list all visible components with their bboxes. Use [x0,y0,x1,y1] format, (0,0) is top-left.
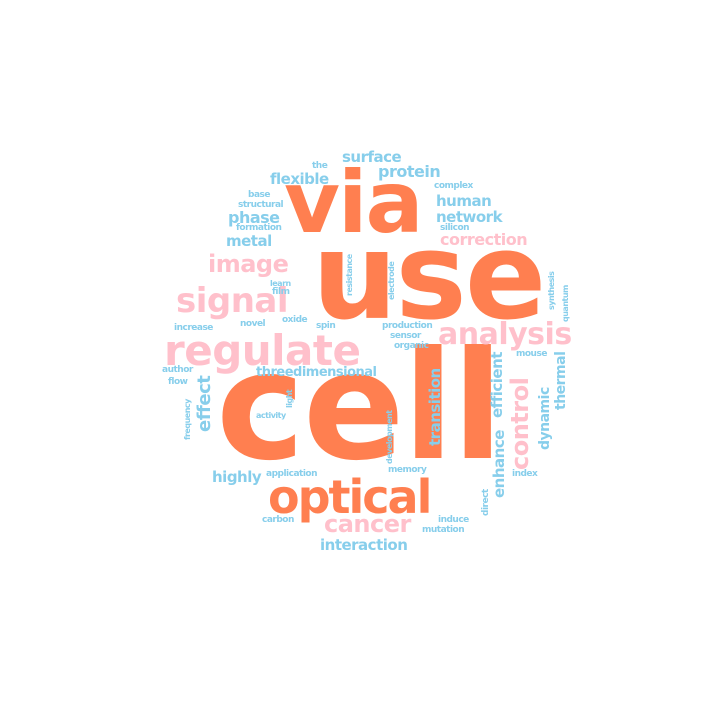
word-formation: formation [236,223,282,233]
word-frequency: frequency [183,399,192,440]
word-quantum: quantum [561,285,570,322]
word-efficient: efficient [488,352,506,418]
word-highly: highly [212,468,262,486]
word-synthesis: synthesis [547,271,556,310]
word-increase: increase [174,323,213,333]
word-film: film [272,287,290,297]
word-base: base [248,190,270,200]
word-interaction: interaction [320,536,408,554]
word-flow: flow [168,377,188,387]
word-human: human [436,192,492,210]
word-sensor: sensor [390,331,421,341]
word-spin: spin [316,321,336,331]
word-threedimensional: threedimensional [256,365,377,380]
word-index: index [512,469,538,479]
word-cell: cell [216,320,503,494]
word-learn: learn [270,279,291,288]
word-resistance: resistance [345,254,354,296]
word-oxide: oxide [282,315,308,325]
word-effect: effect [194,375,215,432]
word-development: development [385,410,394,464]
word-analysis: analysis [438,317,572,352]
word-protein: protein [378,162,441,181]
word-activity: activity [256,411,286,420]
word-complex: complex [434,181,473,191]
word-application: application [266,469,318,479]
word-carbon: carbon [262,515,294,525]
word-use: use [312,208,546,347]
word-image: image [208,250,289,278]
word-organic: organic [394,341,429,351]
word-author: author [162,365,193,375]
word-flexible: flexible [270,170,329,188]
word-metal: metal [226,232,272,250]
word-induce: induce [438,515,469,525]
word-structural: structural [238,200,284,210]
word-the: the [312,161,328,171]
word-phase: phase [228,208,280,227]
word-surface: surface [342,148,402,166]
word-transition: transition [426,368,444,446]
word-cancer: cancer [324,510,411,538]
word-enhance: enhance [490,430,508,498]
word-network: network [436,208,503,226]
word-direct: direct [481,489,491,516]
word-novel: novel [240,319,266,329]
word-optical: optical [268,470,432,524]
word-mutation: mutation [422,525,465,535]
word-thermal: thermal [553,351,569,410]
word-light: light [285,389,294,408]
word-regulate: regulate [164,326,361,375]
word-production: production [382,321,433,331]
word-silicon: silicon [440,223,470,233]
word-signal: signal [176,281,289,321]
word-correction: correction [440,230,528,249]
word-memory: memory [388,465,427,475]
word-via: via [284,153,424,253]
word-control: control [506,377,534,470]
word-mouse: mouse [516,349,547,359]
word-electrode: electrode [387,261,396,300]
word-dynamic: dynamic [537,387,553,450]
